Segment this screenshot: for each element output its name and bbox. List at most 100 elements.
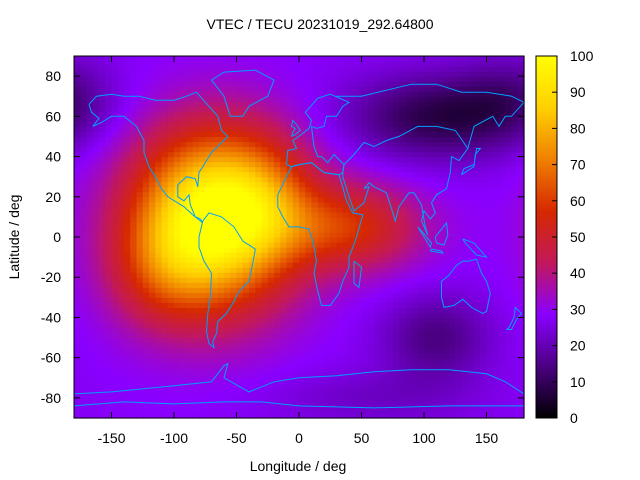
heatmap-cell: [174, 257, 181, 263]
heatmap-cell: [105, 357, 113, 364]
heatmap-cell: [199, 397, 206, 404]
heatmap-cell: [280, 186, 288, 193]
heatmap-cell: [461, 211, 469, 218]
heatmap-cell: [430, 66, 438, 72]
heatmap-cell: [224, 282, 231, 288]
heatmap-cell: [474, 352, 481, 359]
heatmap-cell: [349, 312, 356, 319]
heatmap-cell: [367, 337, 375, 344]
heatmap-cell: [180, 61, 188, 67]
heatmap-cell: [324, 141, 331, 148]
heatmap-cell: [74, 186, 81, 193]
heatmap-cell: [292, 252, 300, 258]
heatmap-cell: [124, 126, 131, 133]
heatmap-cell: [305, 282, 313, 288]
heatmap-cell: [455, 377, 463, 384]
heatmap-cell: [74, 367, 81, 374]
heatmap-cell: [174, 262, 181, 268]
heatmap-cell: [149, 181, 156, 188]
heatmap-cell: [142, 226, 150, 233]
heatmap-cell: [155, 231, 163, 238]
heatmap-cell: [324, 81, 331, 87]
heatmap-cell: [455, 211, 463, 218]
heatmap-cell: [74, 61, 81, 67]
heatmap-cell: [449, 292, 456, 298]
heatmap-cell: [224, 327, 231, 334]
heatmap-cell: [430, 186, 438, 193]
heatmap-cell: [411, 377, 419, 384]
heatmap-cell: [99, 402, 106, 409]
heatmap-cell: [342, 91, 350, 97]
heatmap-cell: [355, 111, 363, 117]
heatmap-cell: [480, 81, 488, 87]
heatmap-cell: [92, 106, 100, 112]
heatmap-cell: [161, 272, 169, 278]
heatmap-cell: [361, 412, 369, 419]
heatmap-cell: [267, 181, 275, 188]
heatmap-cell: [430, 297, 438, 303]
heatmap-cell: [355, 196, 363, 203]
heatmap-cell: [267, 56, 275, 62]
heatmap-cell: [136, 392, 144, 399]
heatmap-cell: [217, 402, 225, 409]
heatmap-cell: [217, 206, 225, 213]
heatmap-cell: [99, 367, 106, 374]
heatmap-cell: [361, 111, 369, 117]
heatmap-cell: [149, 176, 156, 183]
heatmap-cell: [124, 111, 131, 117]
heatmap-cell: [417, 277, 425, 283]
heatmap-cell: [199, 362, 206, 369]
heatmap-cell: [492, 81, 500, 87]
heatmap-cell: [330, 382, 338, 389]
heatmap-cell: [92, 372, 100, 379]
heatmap-cell: [180, 56, 188, 62]
heatmap-cell: [417, 111, 425, 117]
heatmap-cell: [161, 372, 169, 379]
heatmap-cell: [161, 136, 169, 143]
heatmap-cell: [474, 382, 481, 389]
heatmap-cell: [261, 352, 269, 359]
heatmap-cell: [236, 96, 244, 102]
heatmap-cell: [474, 292, 481, 298]
heatmap-cell: [361, 201, 369, 208]
heatmap-cell: [417, 71, 425, 77]
heatmap-cell: [217, 121, 225, 127]
heatmap-cell: [105, 221, 113, 228]
heatmap-cell: [392, 282, 400, 288]
heatmap-cell: [267, 81, 275, 87]
heatmap-cell: [80, 186, 88, 193]
heatmap-cell: [449, 382, 456, 389]
heatmap-cell: [224, 191, 231, 198]
heatmap-cell: [380, 237, 388, 243]
heatmap-cell: [399, 161, 406, 168]
heatmap-cell: [486, 382, 494, 389]
heatmap-cell: [311, 216, 319, 223]
heatmap-cell: [374, 292, 381, 298]
heatmap-cell: [449, 387, 456, 394]
heatmap-cell: [411, 91, 419, 97]
heatmap-cell: [149, 186, 156, 193]
heatmap-cell: [442, 146, 450, 153]
heatmap-cell: [267, 397, 275, 404]
heatmap-cell: [349, 211, 356, 218]
heatmap-cell: [167, 131, 175, 138]
heatmap-cell: [330, 277, 338, 283]
heatmap-cell: [299, 76, 306, 82]
heatmap-cell: [399, 347, 406, 354]
heatmap-cell: [99, 196, 106, 203]
heatmap-cell: [417, 86, 425, 92]
heatmap-cell: [155, 392, 163, 399]
heatmap-cell: [399, 287, 406, 293]
heatmap-cell: [467, 282, 475, 288]
heatmap-cell: [499, 141, 506, 148]
heatmap-cell: [124, 161, 131, 168]
heatmap-cell: [236, 362, 244, 369]
heatmap-cell: [292, 267, 300, 273]
heatmap-cell: [211, 252, 219, 258]
heatmap-cell: [349, 242, 356, 248]
heatmap-cell: [149, 131, 156, 138]
heatmap-cell: [205, 322, 213, 329]
heatmap-cell: [186, 387, 194, 394]
heatmap-cell: [142, 176, 150, 183]
heatmap-cell: [461, 282, 469, 288]
